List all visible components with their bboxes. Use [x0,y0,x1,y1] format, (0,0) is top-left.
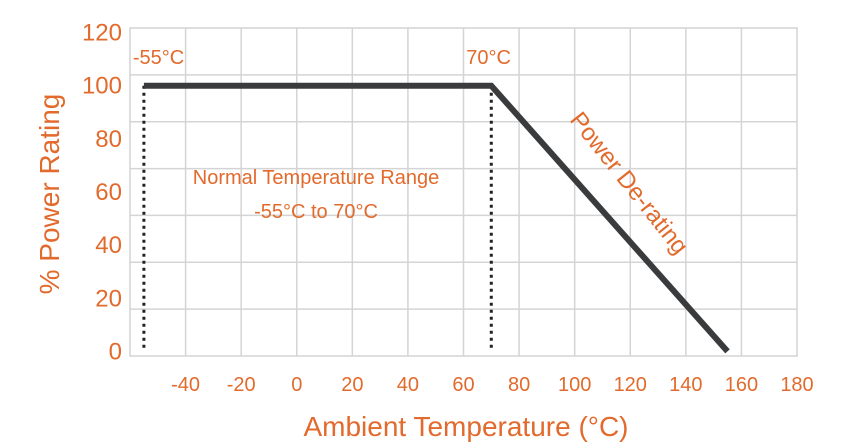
x-tick-label: 80 [508,374,530,396]
x-tick-label: 0 [291,374,302,396]
x-tick-label: 40 [397,374,419,396]
normal-range-label-line1: Normal Temperature Range [193,167,439,189]
y-tick-label: 0 [109,338,122,365]
power-rating-series [143,82,730,354]
annotations: Ambient Temperature (°C) % Power Rating … [34,94,693,442]
x-tick-label: 160 [725,374,758,396]
x-tick-label: 60 [452,374,474,396]
y-tick-label: 120 [82,20,122,47]
y-tick-label: 40 [95,232,122,259]
y-tick-label: 20 [95,285,122,312]
x-tick-label: 20 [341,374,363,396]
x-tick-label: -40 [171,374,200,396]
x-tick-label: 100 [558,374,591,396]
reference-lines: -55°C 70°C [133,47,511,352]
x-tick-label: 120 [614,374,647,396]
y-tick-label: 80 [95,126,122,153]
tick-labels: 0 20 40 60 80 100 120 -40 -20 0 20 40 60 80 100 120 140 1… [82,20,814,396]
series-layer [143,82,730,354]
grid [129,27,798,357]
y-tick-label: 60 [95,179,122,206]
x-tick-label: -20 [227,374,256,396]
y-axis-title: % Power Rating [34,94,65,295]
normal-range-label-line2: -55°C to 70°C [254,201,378,223]
reference-line-label: 70°C [466,47,511,69]
x-axis-title: Ambient Temperature (°C) [303,411,628,442]
x-tick-label: 140 [669,374,702,396]
x-tick-label: 180 [780,374,813,396]
reference-line-label: -55°C [133,47,184,69]
y-tick-label: 100 [82,73,122,100]
